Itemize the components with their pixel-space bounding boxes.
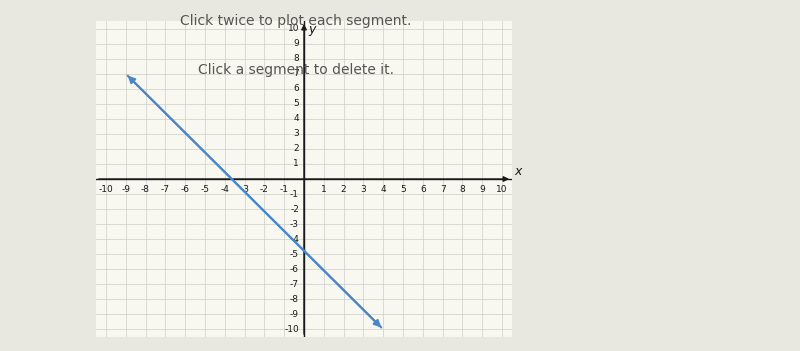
Text: 4: 4 <box>294 114 299 123</box>
Text: -1: -1 <box>290 190 299 199</box>
Text: x: x <box>514 165 522 178</box>
Text: -2: -2 <box>290 205 299 214</box>
Text: Click a segment to delete it.: Click a segment to delete it. <box>198 63 394 77</box>
Text: 6: 6 <box>420 185 426 194</box>
Text: 9: 9 <box>479 185 485 194</box>
Text: -4: -4 <box>220 185 229 194</box>
Text: 10: 10 <box>287 24 299 33</box>
Text: -7: -7 <box>161 185 170 194</box>
Text: 2: 2 <box>294 144 299 153</box>
Text: -10: -10 <box>284 325 299 334</box>
Text: -4: -4 <box>290 235 299 244</box>
Text: -7: -7 <box>290 280 299 289</box>
Text: 7: 7 <box>294 69 299 78</box>
Text: 7: 7 <box>440 185 446 194</box>
Text: 3: 3 <box>361 185 366 194</box>
Text: 10: 10 <box>496 185 508 194</box>
Text: -5: -5 <box>290 250 299 259</box>
Text: -9: -9 <box>122 185 130 194</box>
Text: 4: 4 <box>381 185 386 194</box>
Text: 1: 1 <box>321 185 326 194</box>
Text: 6: 6 <box>294 84 299 93</box>
Text: 5: 5 <box>400 185 406 194</box>
Text: -10: -10 <box>98 185 114 194</box>
Text: -1: -1 <box>280 185 289 194</box>
Text: -3: -3 <box>290 220 299 229</box>
Text: -2: -2 <box>260 185 269 194</box>
Text: -6: -6 <box>181 185 190 194</box>
Text: Click twice to plot each segment.: Click twice to plot each segment. <box>180 14 412 28</box>
Text: 8: 8 <box>294 54 299 63</box>
Text: 8: 8 <box>460 185 466 194</box>
Text: -6: -6 <box>290 265 299 274</box>
Text: -8: -8 <box>290 295 299 304</box>
Text: 5: 5 <box>294 99 299 108</box>
Text: -5: -5 <box>201 185 210 194</box>
Text: 9: 9 <box>294 39 299 48</box>
Text: y: y <box>308 22 316 35</box>
Text: -9: -9 <box>290 310 299 319</box>
Text: -8: -8 <box>141 185 150 194</box>
Text: 1: 1 <box>294 159 299 168</box>
Text: -3: -3 <box>240 185 249 194</box>
Text: 2: 2 <box>341 185 346 194</box>
Text: 3: 3 <box>294 130 299 138</box>
